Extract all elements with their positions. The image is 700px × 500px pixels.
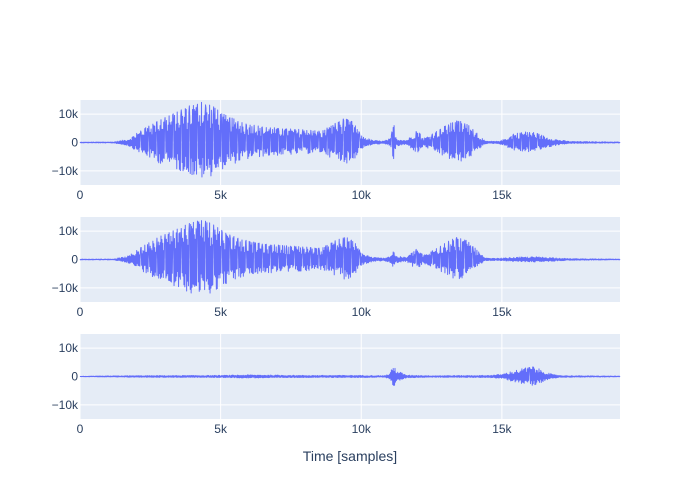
subplot-1: 0 5k 10k 15k 10k 0 −10k bbox=[52, 100, 621, 202]
x-tick-label: 5k bbox=[214, 422, 228, 436]
x-tick-label: 15k bbox=[492, 305, 512, 319]
y-tick-label: 10k bbox=[59, 224, 79, 238]
y-tick-label: 0 bbox=[71, 136, 78, 150]
x-tick-label: 10k bbox=[352, 422, 372, 436]
y-tick-label: 10k bbox=[59, 107, 79, 121]
waveform-trace bbox=[79, 366, 621, 386]
subplot-2: 0 5k 10k 15k 10k 0 −10k bbox=[52, 217, 621, 319]
y-tick-label: −10k bbox=[52, 164, 79, 178]
y-tick-label: 0 bbox=[71, 253, 78, 267]
x-tick-label: 5k bbox=[214, 305, 228, 319]
x-tick-label: 10k bbox=[352, 188, 372, 202]
subplot-3: 0 5k 10k 15k 10k 0 −10k bbox=[52, 334, 621, 436]
x-axis-title: Time [samples] bbox=[303, 448, 397, 464]
waveform-trace bbox=[79, 101, 621, 178]
x-tick-label: 10k bbox=[352, 305, 372, 319]
x-tick-label: 15k bbox=[492, 188, 512, 202]
x-tick-label: 0 bbox=[77, 422, 84, 436]
x-tick-label: 5k bbox=[214, 188, 228, 202]
x-tick-label: 0 bbox=[77, 305, 84, 319]
waveform-trace bbox=[79, 220, 621, 294]
y-tick-label: 10k bbox=[59, 341, 79, 355]
x-tick-label: 15k bbox=[492, 422, 512, 436]
y-tick-label: −10k bbox=[52, 281, 79, 295]
x-tick-label: 0 bbox=[77, 188, 84, 202]
y-tick-label: 0 bbox=[71, 370, 78, 384]
y-tick-label: −10k bbox=[52, 398, 79, 412]
subplots: 0 5k 10k 15k 10k 0 −10k 0 5k 10k 15k 10k 0 −10k 0 5k 10k… bbox=[52, 100, 621, 436]
